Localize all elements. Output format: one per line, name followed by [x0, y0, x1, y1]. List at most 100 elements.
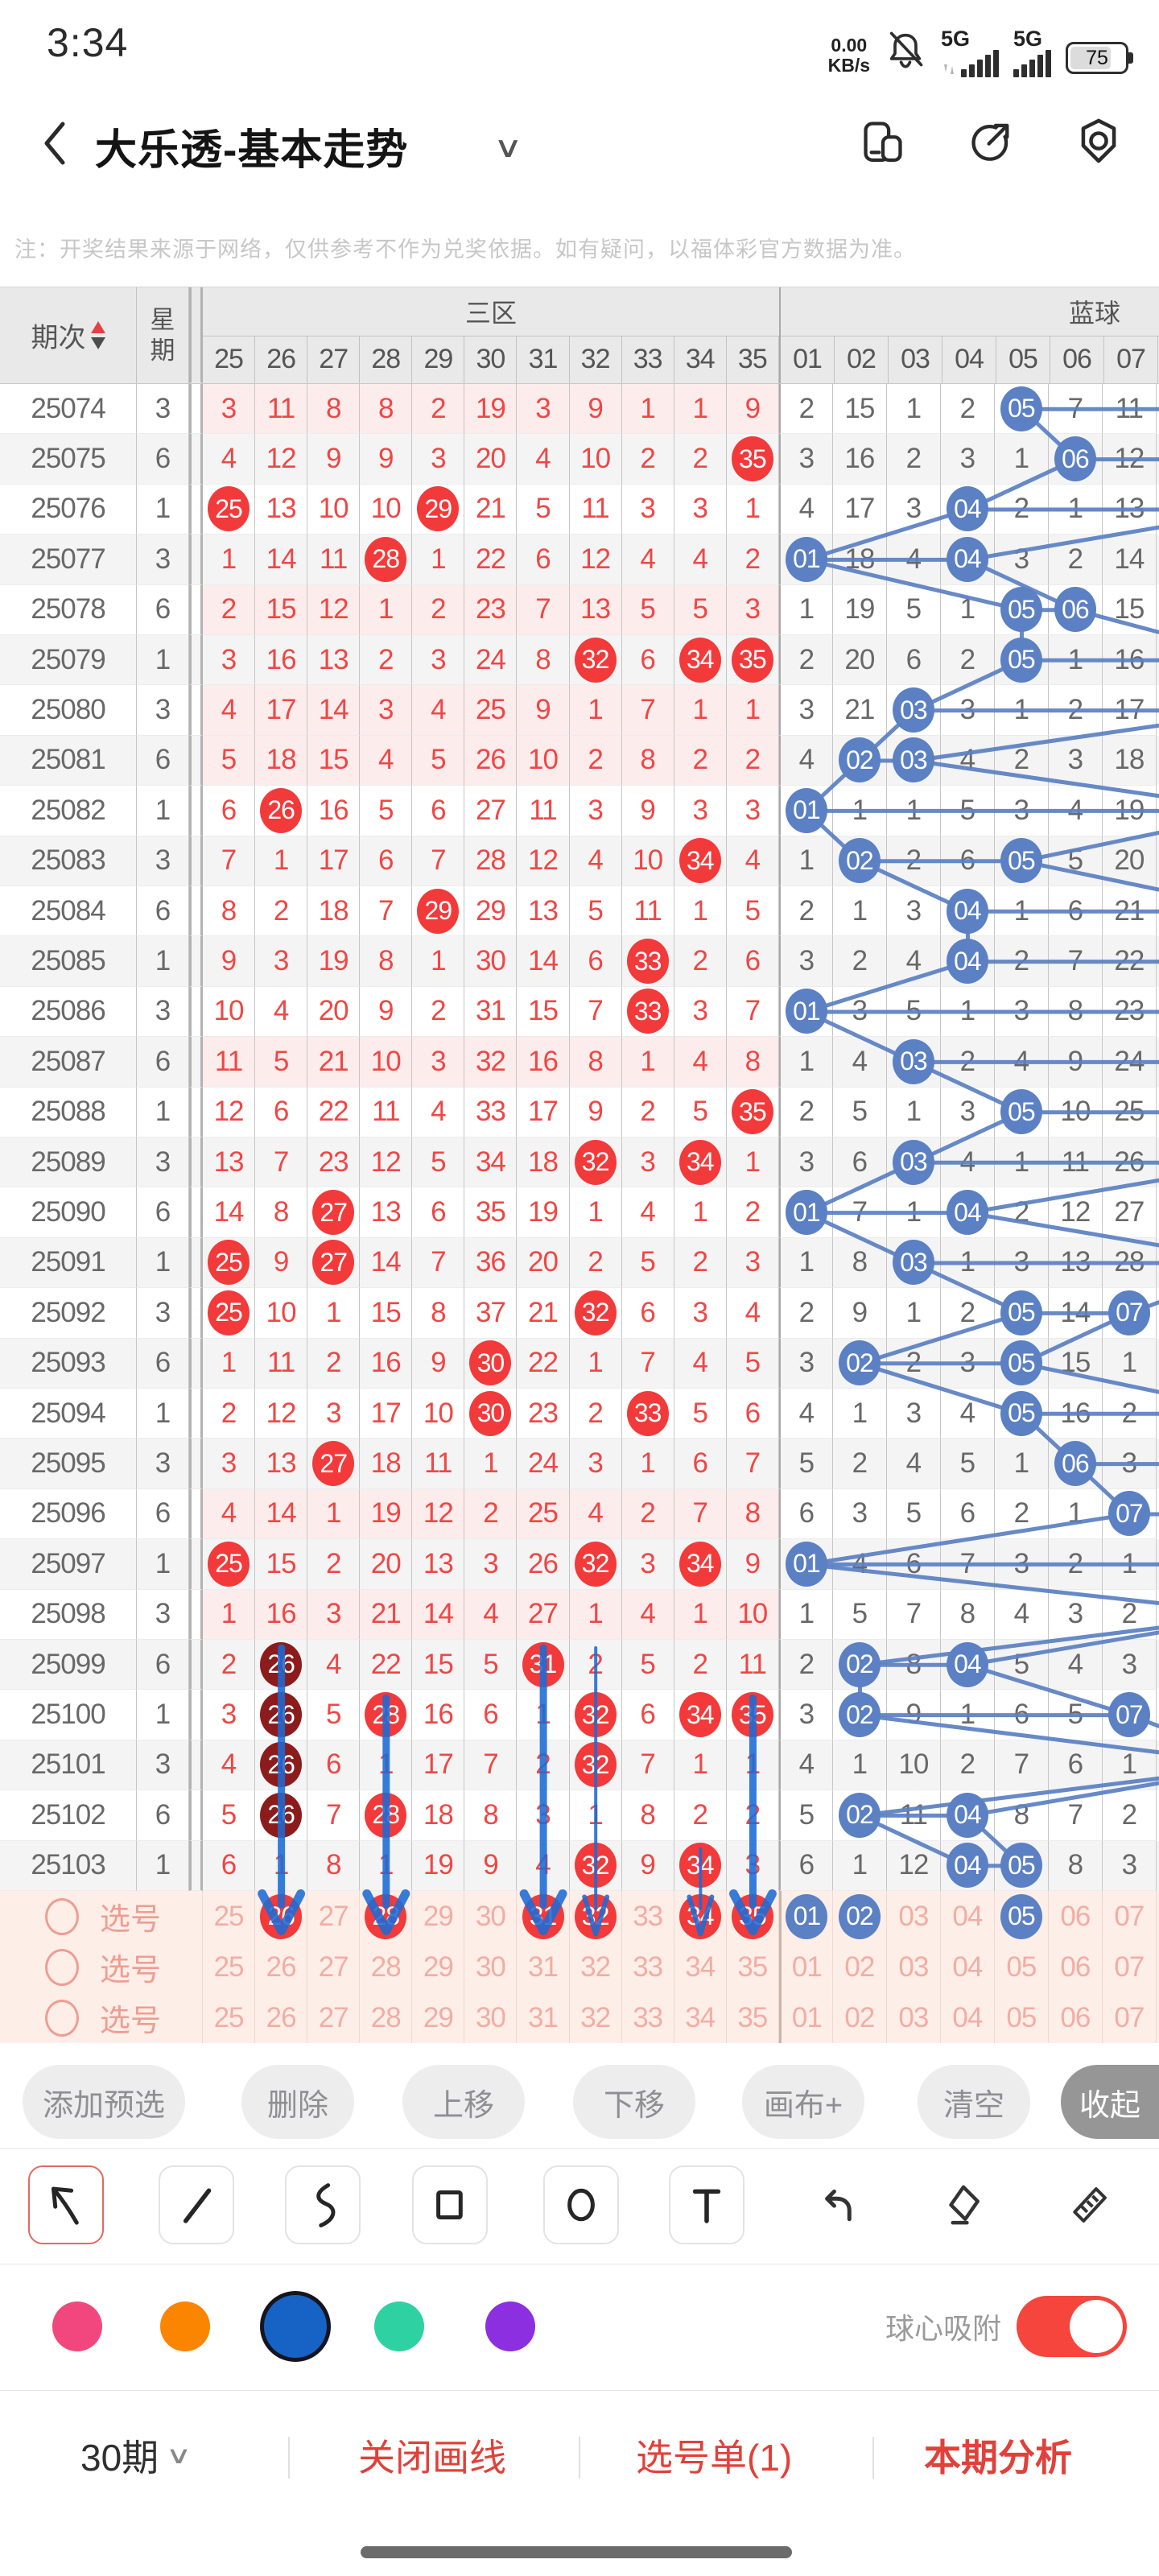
select-cell-05[interactable]: 05 — [995, 1992, 1049, 2043]
select-radio-icon[interactable] — [45, 1999, 79, 2037]
color-dot-blue[interactable] — [264, 2295, 327, 2358]
select-cell-35[interactable]: 35 — [727, 1942, 779, 1992]
share-icon[interactable] — [966, 116, 1016, 170]
select-cell-28[interactable]: 28 — [360, 1992, 413, 2043]
select-cell-02[interactable]: 02 — [833, 1891, 887, 1942]
select-cell-35[interactable]: 35 — [727, 1891, 779, 1942]
select-cell-33[interactable]: 33 — [622, 1942, 674, 1992]
select-radio-icon[interactable] — [45, 1897, 79, 1935]
select-cell-03[interactable]: 03 — [887, 1891, 941, 1942]
eraser-icon[interactable] — [926, 2165, 1001, 2244]
analysis-button[interactable]: 本期分析 — [924, 2437, 1072, 2479]
select-cell-05[interactable]: 05 — [995, 1942, 1049, 1992]
select-cell-31[interactable]: 31 — [517, 1891, 570, 1942]
selected-red-ball[interactable]: 35 — [731, 1893, 773, 1939]
select-cell-33[interactable]: 33 — [622, 1891, 674, 1942]
arrow-tool-icon[interactable] — [28, 2165, 104, 2244]
color-dot-green[interactable] — [374, 2301, 424, 2351]
select-cell-05[interactable]: 05 — [995, 1891, 1049, 1942]
color-dot-pink[interactable] — [52, 2301, 102, 2351]
line-tool-icon[interactable] — [159, 2165, 234, 2244]
selected-blue-ball[interactable]: 05 — [1000, 1893, 1042, 1939]
rect-tool-icon[interactable] — [412, 2165, 488, 2244]
select-cell-07[interactable]: 07 — [1103, 1942, 1157, 1992]
selected-red-ball[interactable]: 34 — [678, 1893, 721, 1939]
text-tool-icon[interactable] — [669, 2165, 744, 2244]
toolbar-button-1[interactable]: 添加预选 — [23, 2065, 185, 2139]
home-indicator[interactable] — [361, 2546, 792, 2558]
select-cell-07[interactable]: 07 — [1103, 1891, 1157, 1942]
select-cell-29[interactable]: 29 — [412, 1992, 465, 2043]
period-count-select[interactable]: 30期 ∨ — [80, 2437, 192, 2479]
select-cell-32[interactable]: 32 — [570, 1992, 622, 2043]
select-cell-07[interactable]: 07 — [1103, 1992, 1157, 2043]
select-cell-03[interactable]: 03 — [887, 1992, 941, 2043]
ticket-button[interactable]: 选号单(1) — [636, 2437, 793, 2479]
select-cell-27[interactable]: 27 — [307, 1942, 361, 1992]
ruler-icon[interactable] — [1051, 2165, 1127, 2244]
select-cell-26[interactable]: 26 — [255, 1942, 308, 1992]
toolbar-button-2[interactable]: 删除 — [241, 2065, 354, 2139]
selected-blue-ball[interactable]: 02 — [838, 1893, 881, 1939]
undo-icon[interactable] — [801, 2165, 876, 2244]
select-cell-34[interactable]: 34 — [674, 1992, 727, 2043]
close-lines-button[interactable]: 关闭画线 — [358, 2437, 506, 2479]
selected-blue-ball[interactable]: 01 — [786, 1893, 828, 1939]
select-radio-icon[interactable] — [45, 1948, 79, 1986]
select-cell-33[interactable]: 33 — [622, 1992, 674, 2043]
select-cell-25[interactable]: 25 — [203, 1891, 256, 1942]
select-cell-04[interactable]: 04 — [941, 1891, 995, 1942]
select-cell-30[interactable]: 30 — [464, 1942, 518, 1992]
select-cell-25[interactable]: 25 — [203, 1992, 256, 2043]
toolbar-button-5[interactable]: 画布+ — [742, 2065, 864, 2139]
select-cell-32[interactable]: 32 — [570, 1942, 622, 1992]
select-cell-06[interactable]: 06 — [1049, 1891, 1103, 1942]
select-cell-32[interactable]: 32 — [570, 1891, 622, 1942]
select-cell-01[interactable]: 01 — [778, 1891, 833, 1942]
select-cell-06[interactable]: 06 — [1049, 1992, 1103, 2043]
period-header[interactable]: 期次 — [0, 287, 137, 383]
select-cell-30[interactable]: 30 — [464, 1992, 518, 2043]
color-dot-purple[interactable] — [485, 2301, 535, 2351]
select-cell-01[interactable]: 01 — [778, 1992, 833, 2043]
select-row-label[interactable]: 选号 — [0, 1891, 203, 1942]
selected-red-ball[interactable]: 32 — [574, 1893, 617, 1939]
back-chevron-icon[interactable] — [35, 118, 77, 169]
select-cell-31[interactable]: 31 — [517, 1992, 570, 2043]
select-cell-26[interactable]: 26 — [255, 1992, 308, 2043]
select-cell-26[interactable]: 26 — [255, 1891, 308, 1942]
select-cell-30[interactable]: 30 — [464, 1891, 518, 1942]
selected-red-ball[interactable]: 26 — [260, 1893, 303, 1939]
toolbar-button-4[interactable]: 下移 — [573, 2065, 695, 2139]
select-cell-06[interactable]: 06 — [1049, 1942, 1103, 1992]
ellipse-tool-icon[interactable] — [543, 2165, 619, 2244]
select-cell-29[interactable]: 29 — [412, 1891, 465, 1942]
toolbar-button-7[interactable]: 收起 — [1061, 2065, 1159, 2139]
toolbar-button-6[interactable]: 清空 — [918, 2065, 1030, 2139]
toolbar-button-3[interactable]: 上移 — [402, 2065, 525, 2139]
selected-red-ball[interactable]: 31 — [522, 1893, 564, 1939]
select-cell-25[interactable]: 25 — [203, 1942, 256, 1992]
select-cell-04[interactable]: 04 — [941, 1992, 995, 2043]
select-cell-28[interactable]: 28 — [360, 1942, 413, 1992]
select-row-label[interactable]: 选号 — [0, 1992, 203, 2043]
select-cell-01[interactable]: 01 — [778, 1942, 833, 1992]
select-cell-28[interactable]: 28 — [360, 1891, 413, 1942]
select-cell-35[interactable]: 35 — [727, 1992, 779, 2043]
select-cell-27[interactable]: 27 — [307, 1891, 361, 1942]
floating-window-icon[interactable] — [858, 116, 908, 170]
snap-toggle[interactable] — [1017, 2296, 1127, 2357]
curve-tool-icon[interactable] — [285, 2165, 361, 2244]
selected-red-ball[interactable]: 28 — [365, 1893, 407, 1939]
color-dot-orange[interactable] — [160, 2301, 210, 2351]
select-row-label[interactable]: 选号 — [0, 1942, 203, 1992]
select-cell-02[interactable]: 02 — [833, 1992, 887, 2043]
select-cell-03[interactable]: 03 — [887, 1942, 941, 1992]
select-cell-04[interactable]: 04 — [941, 1942, 995, 1992]
privacy-shield-icon[interactable] — [1074, 116, 1124, 170]
select-cell-34[interactable]: 34 — [674, 1942, 727, 1992]
select-cell-29[interactable]: 29 — [412, 1942, 465, 1992]
select-cell-31[interactable]: 31 — [517, 1942, 570, 1992]
select-cell-02[interactable]: 02 — [833, 1942, 887, 1992]
chevron-down-icon[interactable]: ∨ — [493, 130, 523, 163]
